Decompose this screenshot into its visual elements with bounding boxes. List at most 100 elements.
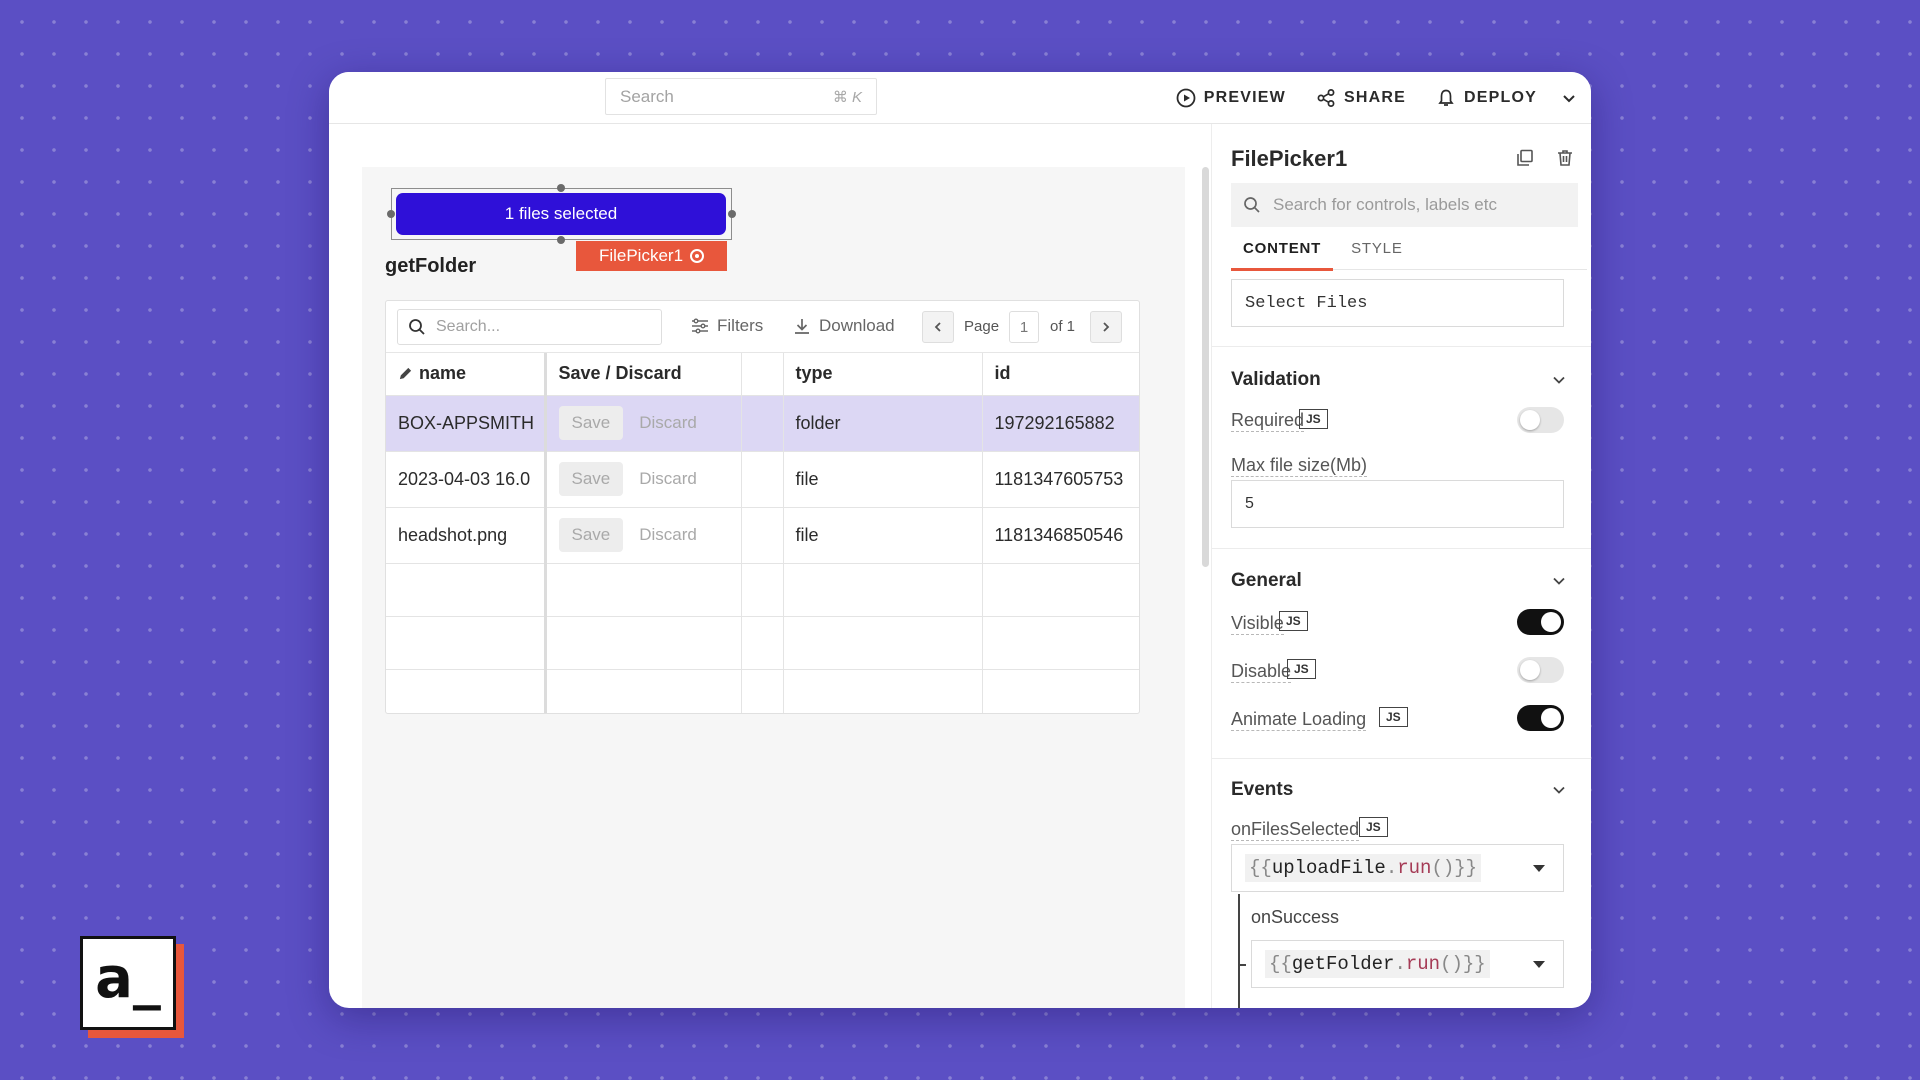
deploy-button[interactable]: DEPLOY: [1436, 88, 1579, 108]
table-row[interactable]: BOX-APPSMITH Save Discard folder 19729216…: [386, 395, 1139, 452]
cell-blank: [741, 507, 784, 564]
cell-type[interactable]: folder: [783, 395, 983, 452]
empty-row: [386, 616, 1139, 670]
discard-button[interactable]: Discard: [639, 413, 697, 432]
discard-button[interactable]: Discard: [639, 469, 697, 488]
js-toggle-required[interactable]: JS: [1299, 409, 1328, 429]
table-toolbar: Search... Filters Download Page 1 of 1: [386, 301, 1139, 353]
js-toggle-disable[interactable]: JS: [1287, 659, 1316, 679]
filepicker-button[interactable]: 1 files selected: [396, 193, 726, 235]
filter-icon: [692, 318, 708, 334]
table-title: getFolder: [385, 255, 477, 277]
cell-blank: [741, 395, 784, 452]
cell-actions: Save Discard: [545, 395, 742, 452]
cell-name[interactable]: 2023-04-03 16.0: [386, 451, 547, 508]
max-file-size-input[interactable]: 5: [1231, 480, 1564, 528]
cell-actions: Save Discard: [545, 507, 742, 564]
table-widget: Search... Filters Download Page 1 of 1: [385, 300, 1140, 714]
column-header-type[interactable]: type: [783, 353, 983, 396]
tree-connector: [1238, 964, 1246, 966]
cell-name[interactable]: BOX-APPSMITH: [386, 395, 547, 452]
column-header-blank[interactable]: [741, 353, 784, 396]
download-label: Download: [819, 316, 895, 335]
property-tabs: CONTENT STYLE: [1231, 240, 1587, 271]
save-button[interactable]: Save: [558, 462, 624, 496]
widget-name-title[interactable]: FilePicker1: [1231, 146, 1348, 171]
cell-name[interactable]: headshot.png: [386, 507, 547, 564]
discard-button[interactable]: Discard: [639, 525, 697, 544]
disable-toggle[interactable]: [1517, 657, 1564, 683]
prev-page-button[interactable]: [922, 311, 954, 343]
search-icon: [1244, 197, 1260, 213]
appsmith-logo: a_: [80, 936, 176, 1030]
property-pane: FilePicker1 Search for controls, labels …: [1211, 124, 1591, 1008]
resize-handle-bottom[interactable]: [557, 236, 565, 244]
empty-row: [386, 669, 1139, 713]
column-header-id[interactable]: id: [982, 353, 1139, 396]
tab-style[interactable]: STYLE: [1351, 240, 1403, 257]
js-toggle-visible[interactable]: JS: [1279, 611, 1308, 631]
widget-name-tag[interactable]: FilePicker1: [576, 241, 727, 271]
deploy-label: DEPLOY: [1464, 89, 1537, 106]
column-header-name[interactable]: name: [386, 353, 547, 396]
chevron-down-icon[interactable]: [1552, 373, 1566, 387]
on-success-action[interactable]: {{getFolder.run()}}: [1251, 940, 1564, 988]
section-title-events[interactable]: Events: [1231, 779, 1294, 800]
animate-loading-toggle[interactable]: [1517, 705, 1564, 731]
canvas-scrollbar[interactable]: [1202, 167, 1209, 567]
divider: [1212, 758, 1591, 759]
table-search-input[interactable]: Search...: [397, 309, 662, 345]
save-button[interactable]: Save: [558, 406, 624, 440]
disable-label: Disable: [1231, 661, 1292, 683]
cell-type[interactable]: file: [783, 451, 983, 508]
share-icon: [1317, 89, 1335, 107]
download-button[interactable]: Download: [793, 316, 895, 336]
copy-icon[interactable]: [1515, 148, 1535, 168]
gear-icon[interactable]: [690, 249, 705, 263]
next-page-button[interactable]: [1090, 311, 1122, 343]
chevron-down-icon[interactable]: [1552, 574, 1566, 588]
tree-connector: [1238, 894, 1240, 1008]
bell-icon: [1438, 89, 1454, 106]
global-search[interactable]: Search ⌘ K: [605, 78, 877, 115]
column-header-save-discard[interactable]: Save / Discard: [545, 353, 742, 396]
widget-name-label: FilePicker1: [598, 246, 684, 265]
cell-id[interactable]: 197292165882: [982, 395, 1139, 452]
animate-loading-label: Animate Loading: [1231, 709, 1367, 731]
save-button[interactable]: Save: [558, 518, 624, 552]
resize-handle-left[interactable]: [387, 210, 395, 218]
section-title-general[interactable]: General: [1231, 570, 1302, 591]
js-toggle-on-files-selected[interactable]: JS: [1359, 817, 1388, 837]
resize-handle-right[interactable]: [728, 210, 736, 218]
table-row[interactable]: headshot.png Save Discard file 1181346850…: [386, 507, 1139, 564]
top-bar: Search ⌘ K PREVIEW SHARE DEPLOY: [329, 72, 1591, 124]
table-search-placeholder: Search...: [436, 318, 501, 335]
js-toggle-animate-loading[interactable]: JS: [1379, 707, 1408, 727]
chevron-down-icon[interactable]: [1552, 783, 1566, 797]
tab-content[interactable]: CONTENT: [1231, 240, 1334, 271]
share-button[interactable]: SHARE: [1316, 88, 1406, 108]
cell-blank: [741, 451, 784, 508]
visible-toggle[interactable]: [1517, 609, 1564, 635]
label-field[interactable]: Select Files: [1231, 279, 1564, 327]
filters-button[interactable]: Filters: [691, 316, 763, 336]
caret-down-icon[interactable]: [1533, 961, 1545, 968]
caret-down-icon[interactable]: [1533, 865, 1545, 872]
delete-icon[interactable]: [1555, 148, 1575, 168]
section-title-validation[interactable]: Validation: [1231, 369, 1321, 390]
resize-handle-top[interactable]: [557, 184, 565, 192]
preview-button[interactable]: PREVIEW: [1176, 88, 1286, 108]
on-files-selected-action[interactable]: {{uploadFile.run()}}: [1231, 844, 1564, 892]
on-files-selected-label: onFilesSelected: [1231, 819, 1360, 841]
on-files-selected-code: {{uploadFile.run()}}: [1245, 854, 1482, 882]
table-row[interactable]: 2023-04-03 16.0 Save Discard file 1181347…: [386, 451, 1139, 508]
cell-id[interactable]: 1181346850546: [982, 507, 1139, 564]
on-success-label: onSuccess: [1251, 907, 1340, 927]
pencil-icon: [399, 368, 412, 380]
chevron-down-icon[interactable]: [1559, 88, 1579, 108]
page-number-input[interactable]: 1: [1009, 311, 1039, 343]
cell-type[interactable]: file: [783, 507, 983, 564]
cell-id[interactable]: 1181347605753: [982, 451, 1139, 508]
property-search-input[interactable]: Search for controls, labels etc: [1231, 183, 1578, 227]
required-toggle[interactable]: [1517, 407, 1564, 433]
